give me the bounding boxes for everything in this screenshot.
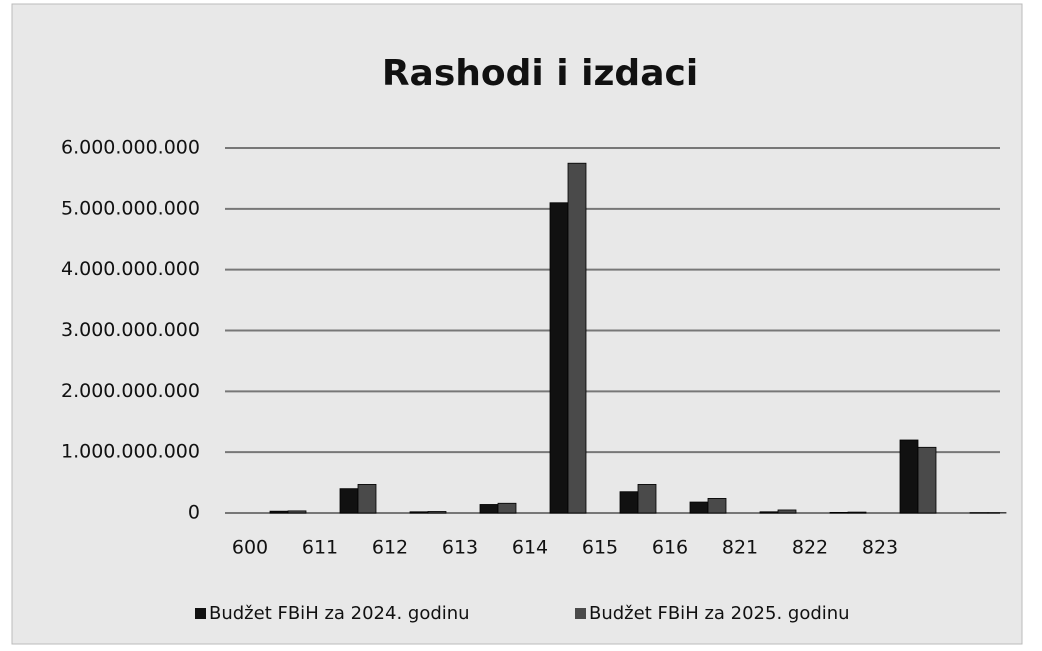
y-tick-label: 6.000.000.000	[61, 137, 200, 159]
bar	[409, 511, 429, 514]
bar	[287, 510, 307, 514]
bar	[567, 162, 587, 514]
bar	[899, 439, 919, 514]
bar	[427, 511, 447, 514]
y-tick-label: 2.000.000.000	[61, 380, 200, 402]
x-tick-label: 822	[792, 537, 828, 559]
bar	[269, 510, 289, 514]
y-tick-label: 5.000.000.000	[61, 197, 200, 219]
x-tick-label: 821	[722, 537, 758, 559]
bar	[917, 446, 937, 514]
y-tick-label: 1.000.000.000	[61, 441, 200, 463]
x-tick-label: 823	[862, 537, 898, 559]
y-tick-label: 3.000.000.000	[61, 319, 200, 341]
bar	[479, 504, 499, 514]
bar	[549, 202, 569, 514]
bar	[339, 488, 359, 514]
bar	[357, 484, 377, 514]
bar	[759, 511, 779, 514]
x-tick-label: 613	[442, 537, 478, 559]
x-tick-label: 615	[582, 537, 618, 559]
x-tick-label: 616	[652, 537, 688, 559]
bar	[777, 509, 797, 514]
chart-title: Rashodi i izdaci	[382, 53, 698, 94]
bar	[689, 501, 709, 514]
legend-label: Budžet FBiH za 2024. godinu	[209, 603, 470, 624]
x-tick-label: 612	[372, 537, 408, 559]
legend-swatch	[575, 608, 586, 619]
x-tick-label: 600	[232, 537, 268, 559]
bar	[847, 511, 867, 514]
bar	[637, 484, 657, 514]
y-tick-label: 0	[188, 502, 200, 524]
bar	[619, 491, 639, 514]
legend-label: Budžet FBiH za 2025. godinu	[589, 603, 850, 624]
bar	[707, 497, 727, 514]
legend-swatch	[195, 608, 206, 619]
x-tick-label: 614	[512, 537, 548, 559]
chart-background	[11, 3, 1023, 645]
x-tick-label: 611	[302, 537, 338, 559]
y-tick-label: 4.000.000.000	[61, 258, 200, 280]
bar	[829, 511, 849, 514]
bar	[497, 502, 517, 514]
